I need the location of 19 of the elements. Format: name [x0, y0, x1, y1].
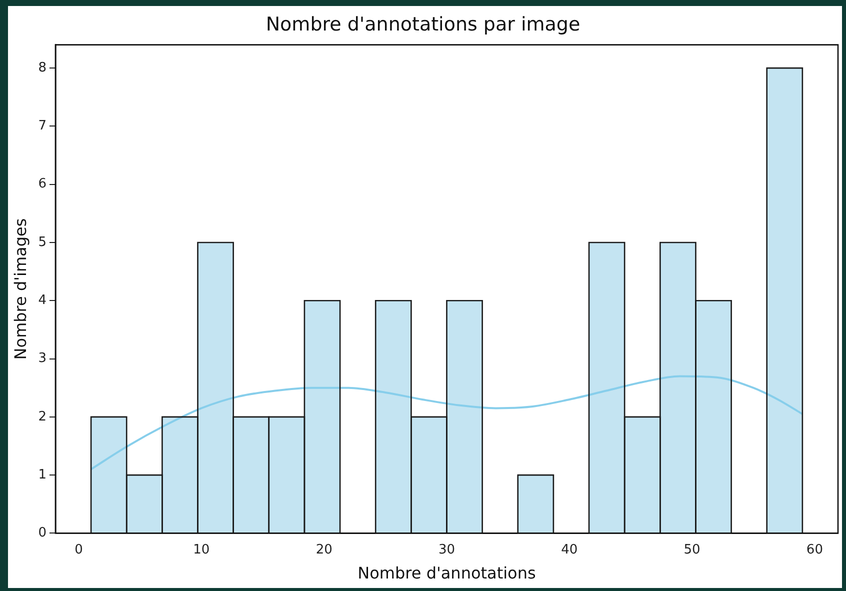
y-tick-label: 0	[38, 526, 46, 541]
y-tick-label: 3	[38, 351, 46, 366]
y-axis-title: Nombre d'images	[10, 218, 30, 360]
x-tick-label: 0	[74, 542, 83, 558]
x-tick-label: 40	[561, 542, 578, 558]
y-tick-label: 7	[38, 118, 46, 134]
x-tick-label: 60	[806, 542, 823, 558]
y-tick-label: 6	[38, 176, 46, 192]
x-tick-label: 50	[684, 542, 700, 558]
y-tick-label: 1	[38, 467, 46, 482]
x-tick-label: 30	[438, 542, 456, 558]
x-tick-label: 20	[316, 542, 332, 558]
y-tick-label: 4	[38, 293, 46, 308]
chart-title: Nombre d'annotations par image	[266, 13, 580, 36]
x-axis-title: Nombre d'annotations	[358, 564, 536, 583]
y-tick-label: 2	[38, 409, 46, 424]
x-tick-label: 10	[193, 542, 210, 558]
y-tick-label: 8	[38, 60, 46, 76]
y-tick-label: 5	[38, 234, 46, 250]
